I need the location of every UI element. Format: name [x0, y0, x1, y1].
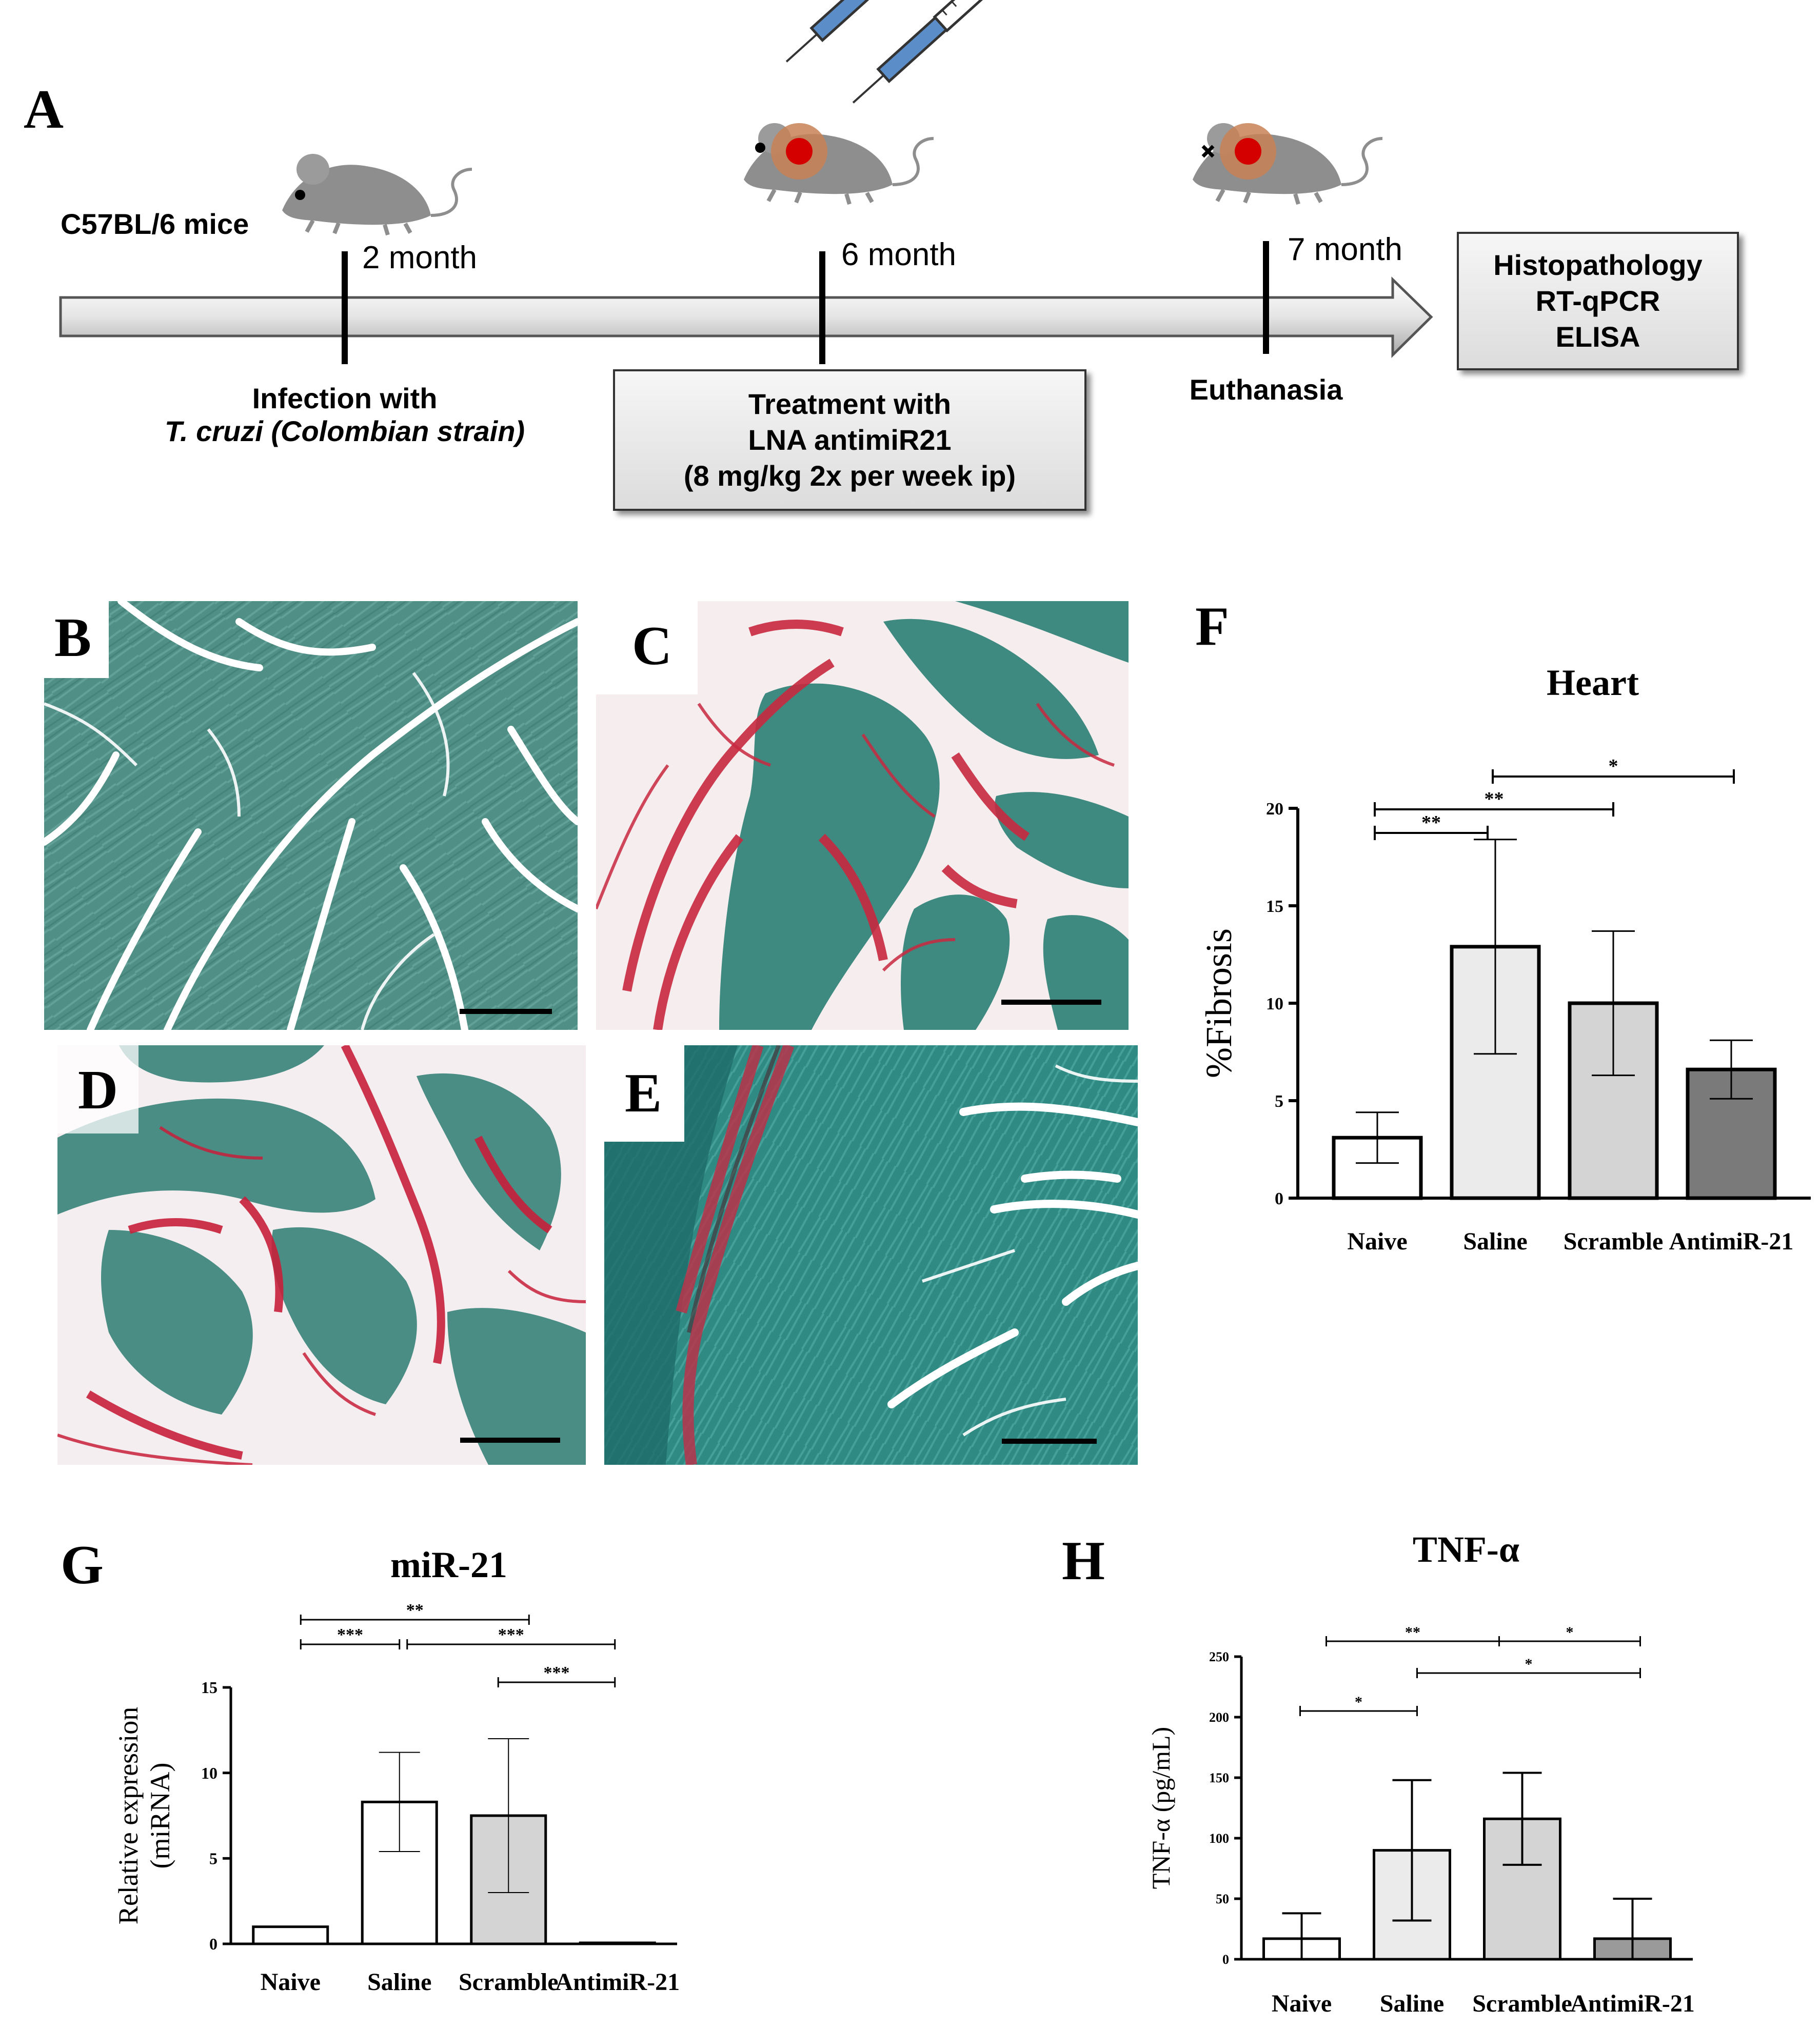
micrograph-c: C [596, 601, 1129, 1030]
panel-label-b: B [44, 601, 109, 678]
bar-naive [252, 1925, 329, 1945]
assays-box: Histopathology RT-qPCR ELISA [1457, 232, 1739, 370]
micrograph-d-image [57, 1045, 586, 1465]
x-tick-label: AntimiR-21 [1669, 1228, 1794, 1255]
bar-antimir-21 [579, 1941, 656, 1945]
x-tick-label: AntimiR-21 [555, 1968, 680, 1996]
x-tick-label: Scramble [459, 1968, 559, 1996]
y-tick-label: 15 [201, 1678, 217, 1697]
significance-label: ** [1485, 788, 1504, 810]
x-tick-label: Saline [367, 1968, 431, 1996]
micrograph-d: D [57, 1045, 586, 1465]
significance-label: *** [337, 1625, 363, 1644]
tick-label-2-month: 2 month [362, 240, 478, 275]
x-tick-label: Saline [1380, 1990, 1444, 2017]
micrograph-b-image [44, 601, 578, 1030]
x-tick-label: Naive [1272, 1990, 1332, 2017]
infection-label: Infection with T. cruzi (Colombian strai… [165, 382, 525, 448]
treatment-line-3: (8 mg/kg 2x per week ip) [683, 460, 1016, 492]
assays-line-3: ELISA [1555, 321, 1640, 353]
infection-line-2: T. cruzi (Colombian strain) [164, 415, 525, 448]
x-tick-label: Naive [261, 1968, 321, 1996]
significance-label: ** [1405, 1626, 1420, 1641]
panel-label-h: H [1062, 1530, 1105, 1592]
significance-label: * [1609, 755, 1618, 777]
significance-label: ** [406, 1601, 424, 1620]
x-tick-label: AntimiR-21 [1570, 1990, 1695, 2017]
y-tick-label: 250 [1209, 1649, 1229, 1664]
micrograph-b: B [44, 601, 578, 1030]
syringe-icon [852, 0, 991, 104]
significance-label: * [1355, 1694, 1362, 1710]
tick-label-7-month: 7 month [1288, 232, 1403, 267]
chart-h-title: TNF-α [1412, 1529, 1520, 1570]
chart-h: 0 50 100 150 200 250 TNF-α (pg/mL) Naive Saline S… [1146, 1626, 1695, 2017]
assays-line-2: RT-qPCR [1535, 285, 1660, 317]
timeline-graphic [59, 0, 1433, 364]
treatment-box: Treatment with LNA antimiR21 (8 mg/kg 2x… [613, 369, 1086, 511]
y-tick-label: 10 [201, 1764, 217, 1782]
strain-label: C57BL/6 mice [61, 208, 249, 240]
x-tick-label: Saline [1463, 1228, 1527, 1255]
x-tick-label: Scramble [1472, 1990, 1572, 2017]
panel-label-a: A [24, 79, 64, 140]
micrograph-e: E [604, 1045, 1138, 1465]
micrograph-e-image [604, 1045, 1138, 1465]
panel-label-g: G [61, 1535, 104, 1596]
tick-label-6-month: 6 month [841, 237, 957, 272]
mouse-infected-icon [744, 123, 934, 205]
significance-label: * [1566, 1626, 1574, 1641]
panel-label-c: C [596, 601, 698, 694]
significance-label: ** [1421, 812, 1441, 833]
timeline-arrow [59, 276, 1433, 358]
significance-label: *** [544, 1663, 570, 1682]
y-tick-label: 5 [1275, 1092, 1283, 1111]
y-tick-label: 0 [209, 1935, 217, 1953]
x-tick-label: Naive [1347, 1228, 1407, 1255]
y-tick-label: 10 [1266, 994, 1283, 1013]
y-tick-label: 50 [1216, 1892, 1229, 1906]
panel-label-e: E [604, 1045, 685, 1142]
mouse-euthanized-icon [1193, 123, 1383, 205]
y-tick-label: 15 [1266, 897, 1283, 916]
chart-g: 0 5 10 15 Relative expression (miRNA) Naive Sal… [113, 1601, 680, 1996]
syringe-icon [785, 0, 882, 63]
infection-line-1: Infection with [252, 382, 438, 414]
x-tick-label: Scramble [1564, 1228, 1664, 1255]
y-tick-label: 20 [1266, 800, 1283, 819]
y-axis-label: Relative expression [113, 1707, 144, 1924]
chart-f: 0 5 10 15 20 %Fibrosis Naive Saline Scramble Anti… [1198, 755, 1811, 1255]
treatment-line-2: LNA antimiR21 [748, 424, 952, 456]
chart-f-title: Heart [1547, 662, 1639, 703]
y-tick-label: 200 [1209, 1710, 1229, 1725]
mouse-healthy-icon [282, 154, 472, 236]
treatment-line-1: Treatment with [748, 388, 952, 420]
panel-label-f: F [1195, 596, 1229, 657]
y-tick-label: 0 [1222, 1952, 1229, 1967]
significance-label: * [1525, 1656, 1533, 1673]
y-tick-label: 150 [1209, 1771, 1229, 1785]
y-tick-label: 100 [1209, 1831, 1229, 1846]
significance-label: *** [498, 1625, 524, 1644]
chart-g-title: miR-21 [390, 1544, 507, 1585]
panel-label-d: D [57, 1045, 139, 1133]
y-axis-label-2: (miRNA) [145, 1763, 175, 1869]
y-tick-label: 5 [209, 1849, 217, 1868]
assays-line-1: Histopathology [1493, 249, 1703, 281]
y-axis-label: %Fibrosis [1198, 928, 1239, 1078]
y-tick-label: 0 [1275, 1189, 1283, 1208]
y-axis-label: TNF-α (pg/mL) [1146, 1727, 1175, 1889]
euthanasia-label: Euthanasia [1189, 373, 1343, 406]
